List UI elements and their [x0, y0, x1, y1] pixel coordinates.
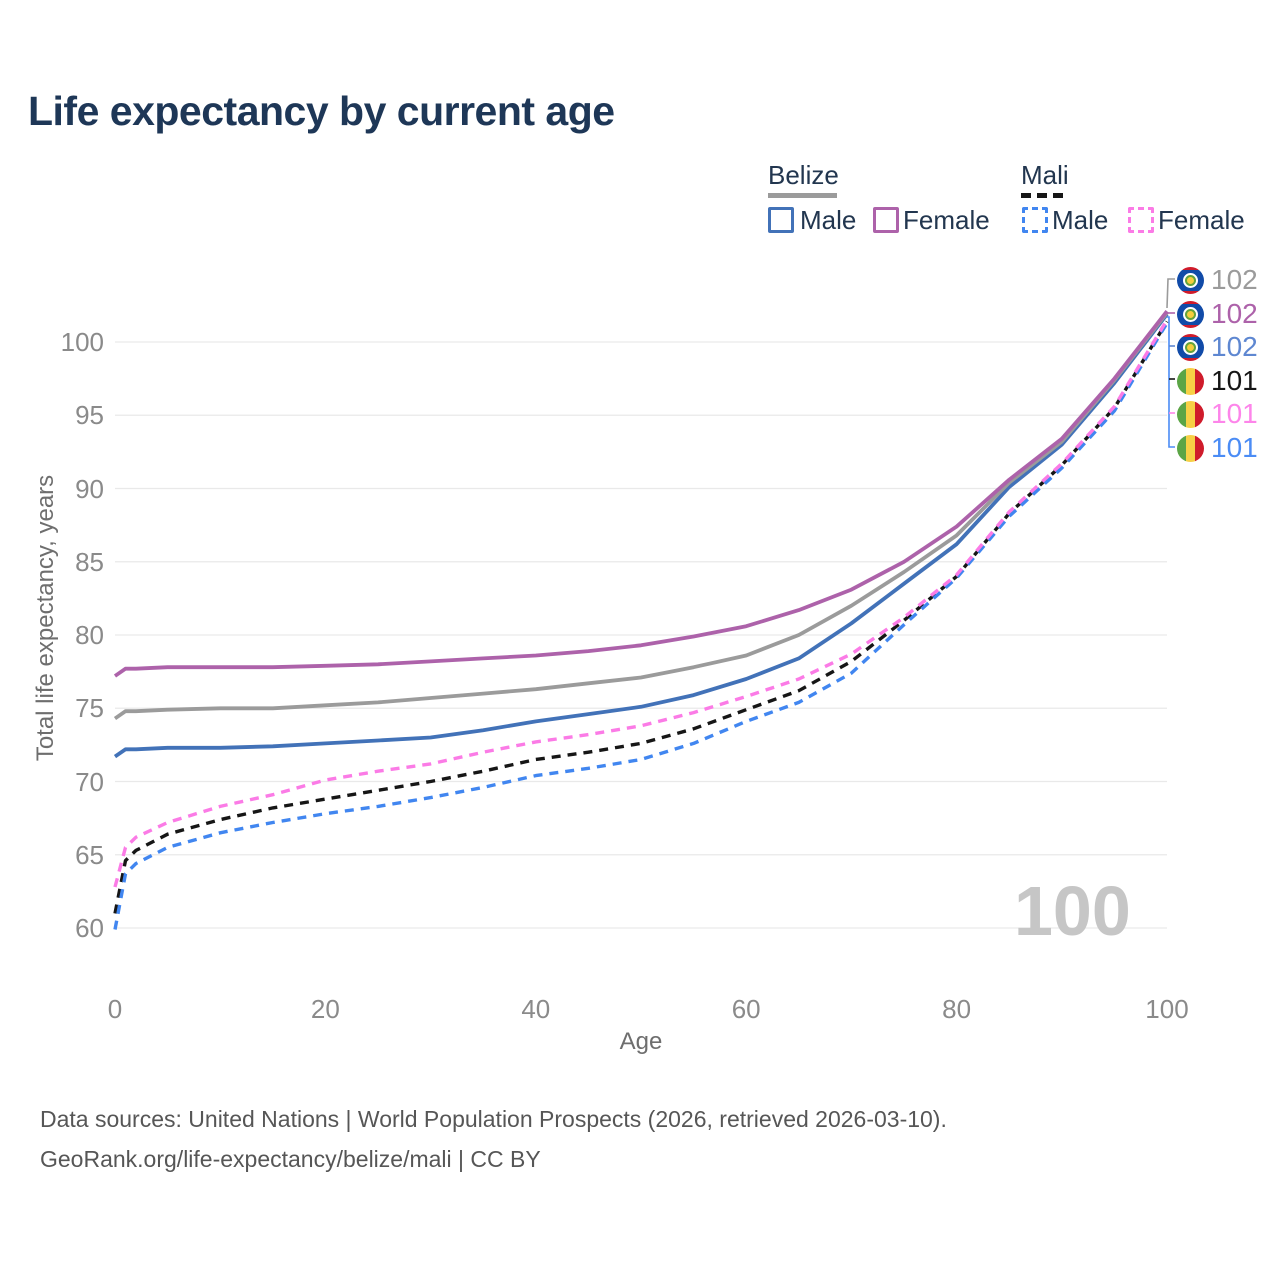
y-tick-label-90: 90 [75, 473, 104, 504]
y-tick-label-65: 65 [75, 839, 104, 870]
legend-label-mali-male[interactable]: Male [1052, 205, 1109, 235]
y-tick-label-100: 100 [60, 327, 104, 357]
series-line-mali-female [113, 319, 1169, 888]
belize-flag-icon [1177, 266, 1204, 294]
y-axis-title: Total life expectancy, years [32, 474, 59, 762]
end-label-value-mali-male: 101 [1211, 432, 1258, 463]
footer-data-sources: Data sources: United Nations | World Pop… [40, 1106, 947, 1132]
x-axis-title: Age [619, 1028, 663, 1055]
end-label-value-mali-both-sexes: 101 [1211, 365, 1258, 396]
belize-flag-icon [1177, 300, 1204, 328]
end-label-value-belize-female: 102 [1211, 298, 1258, 329]
legend-label-belize-female[interactable]: Female [903, 205, 990, 235]
y-tick-label-95: 95 [75, 400, 104, 431]
end-label-row-mali-both-sexes: 101 [1177, 366, 1258, 396]
x-tick-label-100: 100 [1145, 994, 1189, 1024]
legend-group-belize: Belize [768, 160, 839, 190]
x-tick-label-60: 60 [731, 994, 761, 1024]
legend-swatch-belize-female[interactable] [873, 207, 899, 233]
end-label-row-belize-male: 102 [1177, 332, 1258, 362]
legend-swatch-belize-male[interactable] [768, 207, 794, 233]
y-tick-label-70: 70 [75, 766, 104, 797]
end-label-row-mali-male: 101 [1177, 433, 1258, 463]
mali-flag-icon [1177, 400, 1204, 428]
y-tick-label-75: 75 [75, 693, 104, 724]
series-line-mali-male [113, 322, 1169, 930]
page-title: Life expectancy by current age [28, 88, 615, 134]
legend-swatch-mali-female[interactable] [1128, 207, 1154, 233]
series-line-belize-female [113, 310, 1169, 678]
legend-group-belize-line-swatch [768, 193, 837, 198]
mali-flag-icon [1177, 434, 1204, 462]
legend-label-belize-male[interactable]: Male [800, 205, 857, 235]
end-label-row-belize-both-sexes: 102 [1177, 265, 1258, 295]
x-tick-label-20: 20 [310, 994, 340, 1024]
series-line-belize-male [113, 313, 1169, 759]
legend-group-mali: Mali [1021, 160, 1069, 190]
series-line-mali-both-sexes [113, 320, 1169, 914]
footer-attribution-link: GeoRank.org/life-expectancy/belize/mali … [40, 1146, 541, 1172]
y-tick-label-85: 85 [75, 546, 104, 577]
end-label-row-mali-female: 101 [1177, 399, 1258, 429]
belize-flag-icon [1177, 333, 1204, 361]
x-tick-label-0: 0 [107, 994, 123, 1024]
series-line-belize-both-sexes [113, 311, 1169, 721]
legend-swatch-mali-male[interactable] [1022, 207, 1048, 233]
end-label-value-belize-both-sexes: 102 [1211, 264, 1258, 295]
legend-group-mali-line-swatch [1021, 193, 1065, 198]
y-tick-label-60: 60 [75, 913, 104, 943]
legend-label-mali-female[interactable]: Female [1158, 205, 1245, 235]
x-tick-label-80: 80 [942, 994, 972, 1024]
x-tick-label-40: 40 [521, 994, 551, 1024]
y-tick-label-80: 80 [75, 620, 104, 650]
mali-flag-icon [1177, 367, 1204, 395]
end-label-leader-0 [1166, 278, 1175, 309]
end-label-row-belize-female: 102 [1177, 299, 1258, 329]
end-label-value-belize-male: 102 [1211, 331, 1258, 362]
end-label-leader-2 [1167, 316, 1175, 448]
end-label-value-mali-female: 101 [1211, 398, 1258, 429]
age-counter-watermark: 100 [1014, 872, 1131, 950]
